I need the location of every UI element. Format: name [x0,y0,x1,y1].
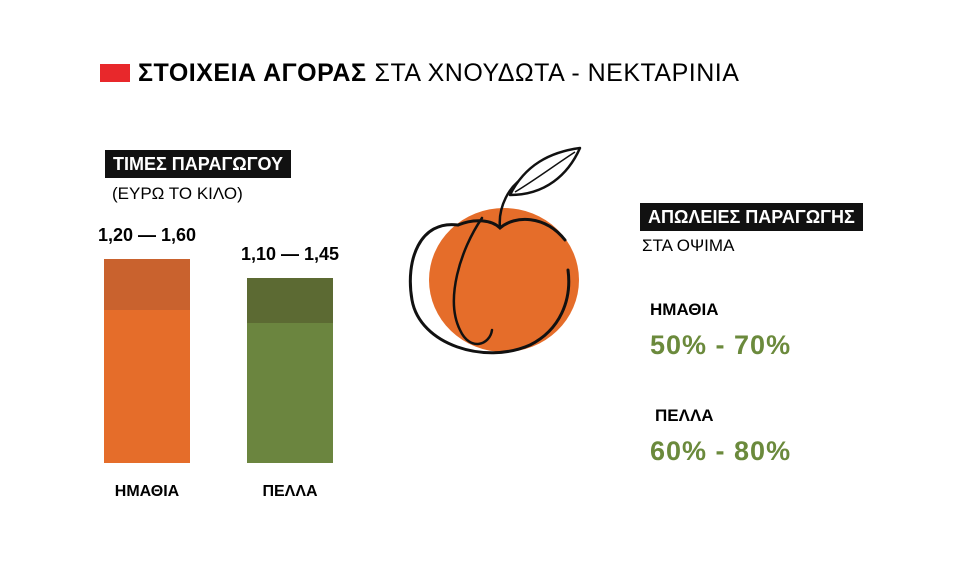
loss-region-imathia: ΗΜΑΘΙΑ [650,300,719,319]
prices-unit: (ΕΥΡΩ ΤΟ ΚΙΛΟ) [112,184,243,203]
bar-base-segment [104,310,190,463]
bar-label-pella: 1,10 — 1,45 [240,244,340,265]
bar-pella [247,278,333,463]
peach-leaf-vein [514,151,576,193]
loss-value-pella: 60% - 80% [650,436,792,466]
prices-heading: ΤΙΜΕΣ ΠΑΡΑΓΩΓΟΥ [105,150,292,178]
losses-subheading: ΣΤΑ ΟΨΙΜΑ [642,236,735,255]
losses-heading: ΑΠΩΛΕΙΕΣ ΠΑΡΑΓΩΓΗΣ [640,203,863,231]
bar-imathia [104,259,190,463]
loss-value-imathia: 50% - 70% [650,330,792,360]
loss-region-pella: ΠΕΛΛΑ [655,406,714,425]
peach-outline [408,223,571,355]
page-title: ΣΤΟΙΧΕΙΑ ΑΓΟΡΑΣ ΣΤΑ ΧΝΟΥΔΩΤΑ - ΝΕΚΤΑΡΙΝΙ… [100,58,739,88]
bar-range-segment [247,278,333,323]
bar-base-segment [247,322,333,463]
peach-icon [408,146,582,355]
category-label-pella: ΠΕΛΛΑ [262,483,318,500]
title-light: ΣΤΑ ΧΝΟΥΔΩΤΑ - ΝΕΚΤΑΡΙΝΙΑ [374,58,740,87]
bar-range-segment [104,259,190,310]
title-bold: ΣΤΟΙΧΕΙΑ ΑΓΟΡΑΣ [138,58,367,87]
bar-label-imathia: 1,20 — 1,60 [97,225,197,245]
title-marker [100,64,130,82]
category-label-imathia: ΗΜΑΘΙΑ [114,483,180,500]
peach-crease [452,216,494,346]
